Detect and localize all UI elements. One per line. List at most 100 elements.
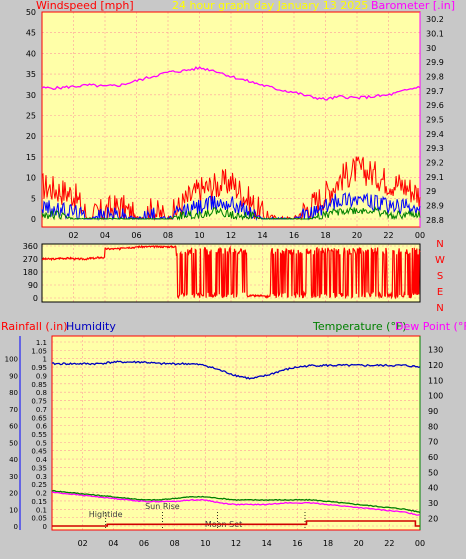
wind-y-tick-label: 25: [26, 112, 36, 121]
wind-x-tick-label: 14: [257, 231, 267, 240]
humidity-tick-label: 50: [9, 439, 18, 447]
temperature-tick-label: 30: [428, 499, 438, 508]
direction-y-tick-label: 90: [28, 281, 38, 290]
barometer-title: Barometer [.in]: [371, 0, 455, 12]
rain-x-tick-label: 08: [170, 539, 180, 548]
rain-tick-label: 0.5: [36, 439, 47, 447]
wind-y-tick-label: 35: [26, 70, 36, 79]
graph-date-title: 24 hour graph day January 13 2025: [172, 0, 368, 12]
rain-tick-label: 0.35: [31, 464, 47, 472]
wind-y-tick-label: 20: [26, 132, 36, 141]
humidity-tick-label: 70: [9, 406, 18, 414]
wind-barometer-panel: 0 5 10 15 20 25 30 35 40 45 50 02 04 06 08 10 12 14 16 18 20…: [26, 8, 444, 240]
temperature-tick-label: 130: [428, 346, 443, 355]
wind-speed-line: [41, 156, 421, 221]
temperature-tick-label: 70: [428, 438, 438, 447]
barometer-tick-label: 28.9: [426, 202, 444, 211]
direction-y-tick-label: 270: [23, 255, 38, 264]
barometer-tick-label: 29.9: [426, 58, 444, 67]
wind-y-tick-label: 40: [26, 49, 36, 58]
humidity-tick-label: 90: [9, 372, 18, 380]
rain-x-tick-label: 12: [231, 539, 241, 548]
temperature-tick-label: 90: [428, 407, 438, 416]
wind-y-tick-label: 45: [26, 29, 36, 38]
wind-title: Windspeed [mph]: [36, 0, 134, 12]
barometer-tick-label: 29.2: [426, 159, 444, 168]
direction-y-tick-label: 0: [33, 294, 38, 303]
humidity-tick-label: 30: [9, 473, 18, 481]
humidity-line: [51, 360, 421, 380]
rainfall-line: [52, 520, 420, 527]
temperature-tick-label: 110: [428, 376, 443, 385]
wind-y-tick-label: 30: [26, 91, 36, 100]
rain-x-tick-label: 00: [415, 539, 425, 548]
rain-tick-label: 0.7: [36, 406, 47, 414]
rain-tick-label: 0.45: [31, 448, 47, 456]
humidity-tick-label: 80: [9, 389, 18, 397]
wind-y-tick-label: 0: [31, 215, 36, 224]
wind-x-tick-label: 06: [131, 231, 141, 240]
rain-tick-label: 0.4: [36, 456, 48, 464]
rain-tick-label: 0.55: [31, 431, 47, 439]
wind-y-tick-label: 10: [26, 174, 36, 183]
rain-tick-label: 0.1: [36, 506, 47, 514]
compass-label: N: [436, 239, 443, 250]
rain-tick-label: 0.8: [36, 389, 47, 397]
barometer-tick-label: 30.1: [426, 30, 444, 39]
humidity-tick-label: 10: [9, 506, 18, 514]
rain-x-tick-label: 20: [354, 539, 364, 548]
humidity-tick-label: 40: [9, 456, 18, 464]
temperature-tick-label: 60: [428, 453, 438, 462]
dewpoint-title: Dew Point (°F): [395, 320, 466, 333]
compass-label: W: [435, 255, 445, 266]
humidity-title: Humidity: [66, 320, 116, 333]
temperature-tick-label: 80: [428, 422, 438, 431]
wind-x-tick-label: 16: [289, 231, 299, 240]
compass-label: S: [437, 271, 443, 282]
barometer-tick-label: 29.4: [426, 130, 444, 139]
humidity-tick-label: 0: [14, 523, 18, 531]
rain-x-tick-label: 02: [78, 539, 88, 548]
barometer-tick-label: 29.6: [426, 101, 444, 110]
barometer-tick-label: 30.2: [426, 15, 444, 24]
temperature-tick-label: 120: [428, 361, 443, 370]
wind-low-line: [41, 205, 421, 221]
direction-y-tick-label: 360: [23, 242, 38, 251]
rain-tick-label: 1: [43, 356, 47, 364]
rain-tick-label: 0.05: [31, 515, 47, 523]
barometer-line: [41, 66, 421, 101]
rain-title: Rainfall (.in): [1, 320, 68, 333]
temperature-tick-label: 100: [428, 392, 443, 401]
wind-direction-line: [41, 244, 421, 300]
wind-x-tick-label: 02: [68, 231, 78, 240]
rain-x-tick-label: 16: [292, 539, 302, 548]
temperature-tick-label: 20: [428, 514, 438, 523]
rain-tick-label: 1.1: [36, 339, 47, 347]
direction-plot-border: [41, 243, 421, 303]
wind-y-tick-label: 15: [26, 153, 36, 162]
rain-tick-label: 1.05: [31, 347, 47, 355]
rain-tick-label: 0.65: [31, 414, 47, 422]
rain-tick-label: 0.85: [31, 381, 47, 389]
rain-tick-label: 0.3: [36, 473, 47, 481]
dewpoint-line: [51, 491, 421, 516]
barometer-tick-label: 29.1: [426, 173, 444, 182]
barometer-tick-label: 28.8: [426, 216, 444, 225]
humidity-tick-label: 60: [9, 423, 18, 431]
barometer-tick-label: 30: [426, 44, 436, 53]
event-label: Hightide: [89, 510, 123, 519]
rain-tick-label: 0.75: [31, 398, 47, 406]
rain-tick-label: 0.6: [36, 423, 48, 431]
barometer-tick-label: 29.3: [426, 144, 444, 153]
wind-x-tick-label: 04: [100, 231, 110, 240]
wind-x-tick-label: 18: [320, 231, 330, 240]
rain-tick-label: 0.25: [31, 481, 47, 489]
barometer-tick-label: 29.7: [426, 87, 444, 96]
rain-tick-label: 0.9: [36, 372, 47, 380]
wind-y-tick-label: 5: [31, 194, 36, 203]
rain-tick-label: 0: [43, 523, 47, 531]
barometer-tick-label: 29.5: [426, 116, 444, 125]
wind-plot-area: [42, 12, 420, 227]
rain-x-tick-label: 14: [262, 539, 272, 548]
wind-x-tick-label: 20: [352, 231, 362, 240]
